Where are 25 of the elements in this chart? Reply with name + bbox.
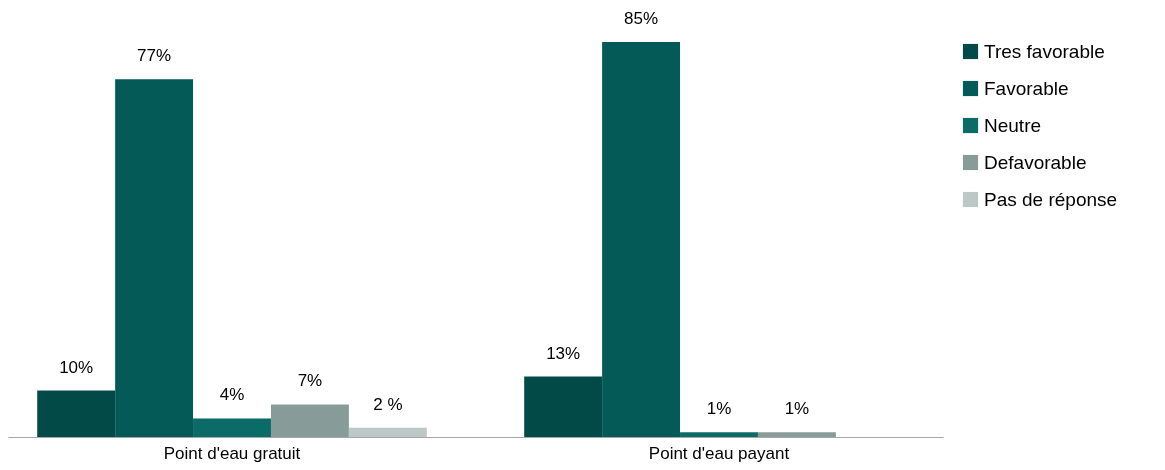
bar: [757, 432, 836, 437]
data-label: 10%: [59, 357, 94, 377]
bar: [115, 79, 194, 437]
bar: [602, 42, 681, 437]
legend-label: Favorable: [984, 77, 1069, 99]
data-label: 2 %: [373, 394, 403, 414]
bar: [348, 427, 427, 437]
legend-label: Neutre: [984, 114, 1042, 136]
data-label: 4%: [219, 385, 245, 405]
bar: [524, 376, 603, 437]
legend-label: Pas de réponse: [984, 188, 1118, 210]
bar: [680, 432, 758, 437]
data-label: 85%: [624, 9, 659, 28]
data-label: 1%: [706, 399, 732, 419]
legend-label: Tres favorable: [984, 40, 1105, 62]
bar: [270, 404, 349, 437]
bar: [37, 390, 116, 437]
x-tick-label: Point d'eau gratuit: [163, 443, 301, 463]
data-label: 7%: [297, 371, 323, 391]
legend-label: Defavorable: [984, 151, 1087, 173]
data-label: 13%: [546, 343, 581, 363]
bar: [193, 418, 271, 437]
data-label: 1%: [784, 399, 810, 419]
data-label: 77%: [137, 46, 172, 66]
x-tick-label: Point d'eau payant: [648, 443, 790, 463]
